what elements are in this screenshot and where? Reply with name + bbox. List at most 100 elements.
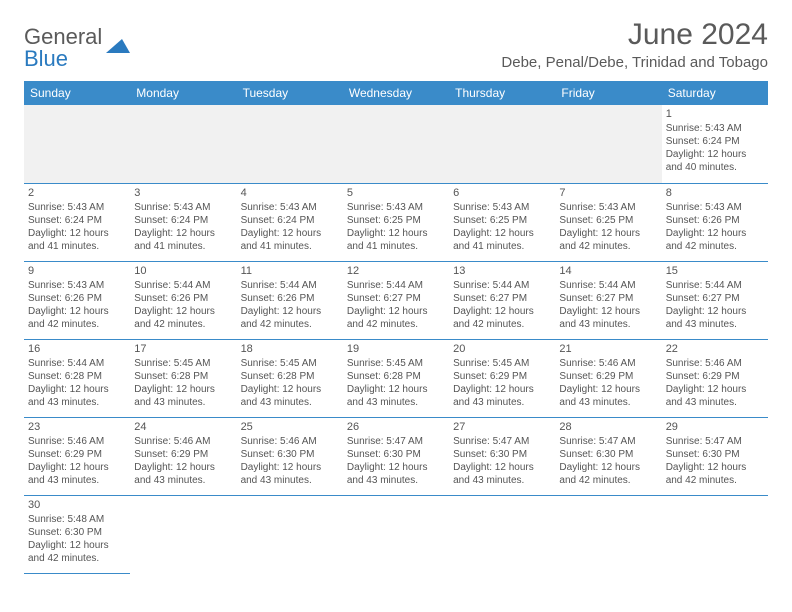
daylight-line: Daylight: 12 hours and 41 minutes. xyxy=(134,227,232,253)
sunset-line: Sunset: 6:29 PM xyxy=(28,448,126,461)
daylight-line: Daylight: 12 hours and 43 minutes. xyxy=(453,461,551,487)
sunset-line: Sunset: 6:30 PM xyxy=(666,448,764,461)
daylight-line: Daylight: 12 hours and 42 minutes. xyxy=(347,305,445,331)
day-cell: 16Sunrise: 5:44 AMSunset: 6:28 PMDayligh… xyxy=(24,339,130,417)
daylight-line: Daylight: 12 hours and 43 minutes. xyxy=(559,383,657,409)
calendar-row: 1Sunrise: 5:43 AMSunset: 6:24 PMDaylight… xyxy=(24,105,768,183)
sunset-line: Sunset: 6:29 PM xyxy=(134,448,232,461)
sunrise-line: Sunrise: 5:44 AM xyxy=(28,357,126,370)
day-number: 30 xyxy=(28,498,126,512)
sunrise-line: Sunrise: 5:43 AM xyxy=(453,201,551,214)
day-cell: 8Sunrise: 5:43 AMSunset: 6:26 PMDaylight… xyxy=(662,183,768,261)
day-number: 11 xyxy=(241,264,339,278)
day-cell: 21Sunrise: 5:46 AMSunset: 6:29 PMDayligh… xyxy=(555,339,661,417)
day-number: 20 xyxy=(453,342,551,356)
calendar-row: 9Sunrise: 5:43 AMSunset: 6:26 PMDaylight… xyxy=(24,261,768,339)
day-cell: 14Sunrise: 5:44 AMSunset: 6:27 PMDayligh… xyxy=(555,261,661,339)
sunrise-line: Sunrise: 5:47 AM xyxy=(666,435,764,448)
sunset-line: Sunset: 6:30 PM xyxy=(453,448,551,461)
sunset-line: Sunset: 6:28 PM xyxy=(347,370,445,383)
day-number: 28 xyxy=(559,420,657,434)
day-cell: 22Sunrise: 5:46 AMSunset: 6:29 PMDayligh… xyxy=(662,339,768,417)
sunset-line: Sunset: 6:28 PM xyxy=(28,370,126,383)
day-header: Thursday xyxy=(449,81,555,105)
day-cell: 28Sunrise: 5:47 AMSunset: 6:30 PMDayligh… xyxy=(555,417,661,495)
sunset-line: Sunset: 6:26 PM xyxy=(28,292,126,305)
day-cell: 29Sunrise: 5:47 AMSunset: 6:30 PMDayligh… xyxy=(662,417,768,495)
daylight-line: Daylight: 12 hours and 42 minutes. xyxy=(559,227,657,253)
sunrise-line: Sunrise: 5:45 AM xyxy=(453,357,551,370)
day-number: 15 xyxy=(666,264,764,278)
daylight-line: Daylight: 12 hours and 41 minutes. xyxy=(28,227,126,253)
sunset-line: Sunset: 6:29 PM xyxy=(559,370,657,383)
calendar-table: SundayMondayTuesdayWednesdayThursdayFrid… xyxy=(24,81,768,574)
sunrise-line: Sunrise: 5:44 AM xyxy=(134,279,232,292)
daylight-line: Daylight: 12 hours and 43 minutes. xyxy=(347,461,445,487)
sunset-line: Sunset: 6:30 PM xyxy=(559,448,657,461)
daylight-line: Daylight: 12 hours and 40 minutes. xyxy=(666,148,764,174)
day-number: 22 xyxy=(666,342,764,356)
day-cell: 27Sunrise: 5:47 AMSunset: 6:30 PMDayligh… xyxy=(449,417,555,495)
sunset-line: Sunset: 6:30 PM xyxy=(28,526,126,539)
sunrise-line: Sunrise: 5:44 AM xyxy=(347,279,445,292)
daylight-line: Daylight: 12 hours and 41 minutes. xyxy=(347,227,445,253)
day-cell: 1Sunrise: 5:43 AMSunset: 6:24 PMDaylight… xyxy=(662,105,768,183)
day-number: 17 xyxy=(134,342,232,356)
sunset-line: Sunset: 6:25 PM xyxy=(453,214,551,227)
blank-cell xyxy=(237,495,343,573)
day-number: 27 xyxy=(453,420,551,434)
daylight-line: Daylight: 12 hours and 41 minutes. xyxy=(453,227,551,253)
sunrise-line: Sunrise: 5:43 AM xyxy=(28,201,126,214)
day-header: Wednesday xyxy=(343,81,449,105)
sunset-line: Sunset: 6:30 PM xyxy=(241,448,339,461)
sunrise-line: Sunrise: 5:47 AM xyxy=(559,435,657,448)
sunset-line: Sunset: 6:27 PM xyxy=(666,292,764,305)
sunrise-line: Sunrise: 5:47 AM xyxy=(347,435,445,448)
blank-cell xyxy=(237,105,343,183)
logo-text-blue: Blue xyxy=(24,46,68,71)
sunrise-line: Sunrise: 5:45 AM xyxy=(134,357,232,370)
sunrise-line: Sunrise: 5:43 AM xyxy=(241,201,339,214)
sunrise-line: Sunrise: 5:46 AM xyxy=(28,435,126,448)
title-block: June 2024 Debe, Penal/Debe, Trinidad and… xyxy=(501,18,768,71)
day-cell: 10Sunrise: 5:44 AMSunset: 6:26 PMDayligh… xyxy=(130,261,236,339)
day-number: 24 xyxy=(134,420,232,434)
location: Debe, Penal/Debe, Trinidad and Tobago xyxy=(501,54,768,71)
daylight-line: Daylight: 12 hours and 43 minutes. xyxy=(241,461,339,487)
daylight-line: Daylight: 12 hours and 41 minutes. xyxy=(241,227,339,253)
sunset-line: Sunset: 6:24 PM xyxy=(28,214,126,227)
blank-cell xyxy=(449,495,555,573)
logo: General Blue xyxy=(24,26,132,70)
logo-text: General Blue xyxy=(24,26,102,70)
day-cell: 12Sunrise: 5:44 AMSunset: 6:27 PMDayligh… xyxy=(343,261,449,339)
sunset-line: Sunset: 6:27 PM xyxy=(347,292,445,305)
day-header: Sunday xyxy=(24,81,130,105)
daylight-line: Daylight: 12 hours and 43 minutes. xyxy=(134,383,232,409)
day-cell: 23Sunrise: 5:46 AMSunset: 6:29 PMDayligh… xyxy=(24,417,130,495)
daylight-line: Daylight: 12 hours and 43 minutes. xyxy=(453,383,551,409)
day-cell: 11Sunrise: 5:44 AMSunset: 6:26 PMDayligh… xyxy=(237,261,343,339)
day-header-row: SundayMondayTuesdayWednesdayThursdayFrid… xyxy=(24,81,768,105)
day-number: 7 xyxy=(559,186,657,200)
sunrise-line: Sunrise: 5:48 AM xyxy=(28,513,126,526)
sunset-line: Sunset: 6:28 PM xyxy=(241,370,339,383)
day-cell: 5Sunrise: 5:43 AMSunset: 6:25 PMDaylight… xyxy=(343,183,449,261)
day-header: Tuesday xyxy=(237,81,343,105)
sunset-line: Sunset: 6:26 PM xyxy=(134,292,232,305)
sunset-line: Sunset: 6:27 PM xyxy=(559,292,657,305)
day-number: 1 xyxy=(666,107,764,121)
daylight-line: Daylight: 12 hours and 43 minutes. xyxy=(28,383,126,409)
day-number: 2 xyxy=(28,186,126,200)
day-header: Monday xyxy=(130,81,236,105)
day-number: 13 xyxy=(453,264,551,278)
blank-cell xyxy=(130,495,236,573)
blank-cell xyxy=(662,495,768,573)
sunset-line: Sunset: 6:27 PM xyxy=(453,292,551,305)
day-cell: 17Sunrise: 5:45 AMSunset: 6:28 PMDayligh… xyxy=(130,339,236,417)
day-cell: 9Sunrise: 5:43 AMSunset: 6:26 PMDaylight… xyxy=(24,261,130,339)
sunrise-line: Sunrise: 5:44 AM xyxy=(453,279,551,292)
blank-cell xyxy=(449,105,555,183)
sunset-line: Sunset: 6:24 PM xyxy=(666,135,764,148)
blank-cell xyxy=(343,105,449,183)
sunrise-line: Sunrise: 5:44 AM xyxy=(241,279,339,292)
